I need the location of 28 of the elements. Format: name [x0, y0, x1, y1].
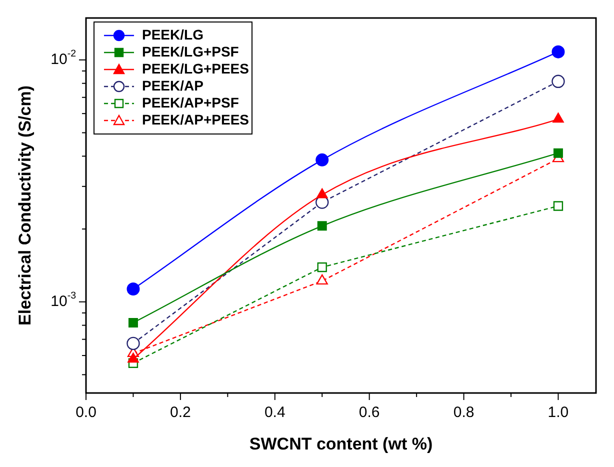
point — [317, 262, 327, 272]
x-tick-label: 0.2 — [170, 404, 191, 422]
x-tick-label: 0.4 — [264, 404, 286, 422]
point — [316, 153, 329, 166]
point — [316, 188, 328, 198]
legend-label: PEEK/LG+PSF — [142, 43, 240, 60]
x-axis-title: SWCNT content (wt %) — [249, 434, 433, 454]
legend-label: PEEK/AP+PSF — [142, 94, 240, 110]
legend-label: PEEK/LG — [142, 26, 204, 42]
x-tick-label: 0.0 — [76, 404, 96, 422]
point — [316, 274, 328, 285]
point — [128, 352, 139, 363]
legend-label: PEEK/AP+PEES — [142, 111, 249, 128]
point — [126, 282, 140, 296]
legend-label: PEEK/LG+PEES — [142, 60, 249, 76]
x-tick-label: 1.0 — [548, 404, 569, 422]
point — [126, 336, 140, 350]
point — [128, 318, 138, 328]
x-tick-label: 0.8 — [453, 404, 474, 422]
point — [553, 201, 564, 211]
point — [552, 45, 565, 58]
point — [552, 74, 565, 88]
point — [553, 148, 563, 158]
point — [317, 221, 327, 231]
legend-label: PEEK/AP — [142, 77, 204, 94]
y-axis-title: Electrical Conductivity (S/cm) — [16, 86, 35, 326]
point — [552, 112, 564, 123]
x-tick-label: 0.6 — [358, 404, 380, 422]
